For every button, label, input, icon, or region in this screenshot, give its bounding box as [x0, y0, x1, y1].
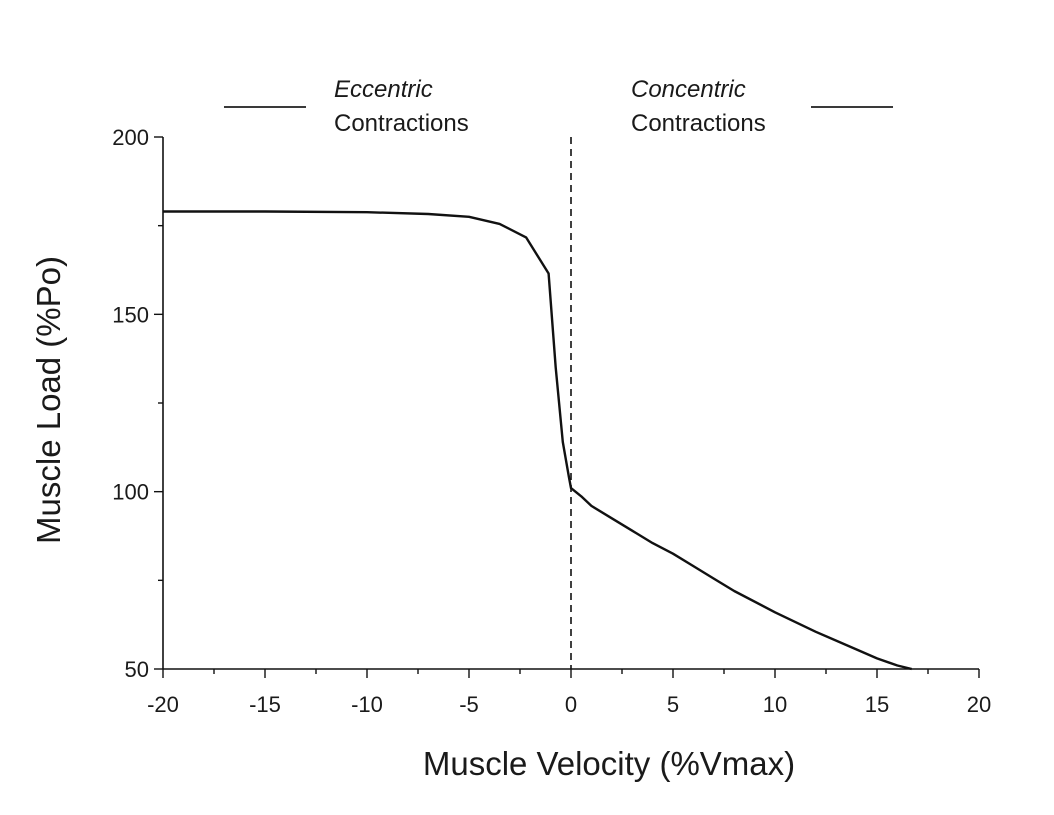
x-tick-label: -5	[459, 692, 479, 717]
y-axis-title: Muscle Load (%Po)	[30, 256, 67, 544]
x-tick-label: 20	[967, 692, 991, 717]
x-tick-label: -20	[147, 692, 179, 717]
y-tick-label: 200	[112, 125, 149, 150]
y-tick-label: 50	[125, 657, 149, 682]
x-tick-label: -15	[249, 692, 281, 717]
x-axis-title: Muscle Velocity (%Vmax)	[423, 745, 795, 782]
eccentric-contractions-label: Contractions	[334, 110, 469, 137]
x-tick-label: 5	[667, 692, 679, 717]
x-tick-label: 15	[865, 692, 889, 717]
concentric-label: Concentric	[631, 76, 746, 103]
y-axis-ticks: 50 100 150 200	[112, 125, 163, 682]
y-tick-label: 100	[112, 480, 149, 505]
concentric-contractions-label: Contractions	[631, 110, 766, 137]
x-tick-label: 0	[565, 692, 577, 717]
eccentric-label: Eccentric	[334, 76, 433, 103]
x-tick-label: -10	[351, 692, 383, 717]
x-tick-label: 10	[763, 692, 787, 717]
force-velocity-curve	[163, 210, 912, 671]
x-axis-ticks: -20 -15 -10 -5 0 5 10 15 20	[147, 669, 991, 717]
y-tick-label: 150	[112, 302, 149, 327]
